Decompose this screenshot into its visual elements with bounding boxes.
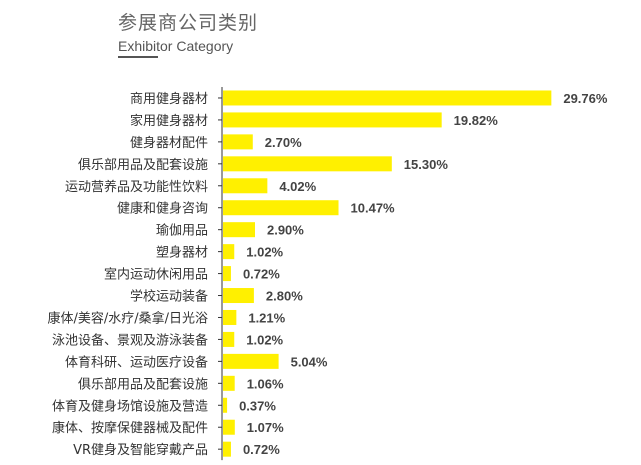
value-label: 1.02% — [246, 245, 283, 260]
category-label: 体育科研、运动医疗设备 — [65, 354, 208, 370]
category-label: 运动营养品及功能性饮料 — [65, 179, 208, 195]
chart-title: 参展商公司类别 — [118, 12, 259, 34]
category-label: 泳池设备、景观及游泳装备 — [52, 332, 208, 348]
bar — [223, 244, 235, 260]
bar — [223, 375, 235, 391]
value-label: 1.02% — [246, 332, 283, 347]
title-underline — [118, 56, 158, 58]
bar — [223, 397, 228, 413]
bar — [223, 200, 339, 216]
category-label: 康体、按摩保健器械及配件 — [52, 420, 208, 436]
value-label: 2.90% — [267, 223, 304, 238]
value-label: 19.82% — [454, 113, 499, 128]
chart-title-block: 参展商公司类别 Exhibitor Category — [118, 8, 258, 58]
value-label: 1.07% — [247, 420, 284, 435]
bar — [223, 90, 552, 106]
bar — [223, 441, 231, 457]
category-label: 体育及健身场馆设施及营造 — [52, 398, 208, 414]
value-label: 2.80% — [266, 289, 303, 304]
category-label: 俱乐部用品及配套设施 — [78, 376, 208, 392]
bar — [223, 309, 237, 325]
value-label: 0.72% — [243, 442, 280, 457]
category-label: 商用健身器材 — [130, 91, 208, 107]
category-label: 学校运动装备 — [130, 289, 208, 305]
bar — [223, 222, 255, 238]
bar — [223, 331, 235, 347]
bar — [223, 266, 231, 282]
category-label: 康体/美容/水疗/桑拿/日光浴 — [47, 310, 208, 326]
category-label: 家用健身器材 — [130, 113, 208, 129]
bar — [223, 419, 235, 435]
category-label: 俱乐部用品及配套设施 — [78, 157, 208, 173]
value-label: 5.04% — [291, 354, 328, 369]
category-label: 健康和健身咨询 — [117, 201, 208, 217]
category-label: VR健身及智能穿戴产品 — [73, 442, 208, 458]
bar — [223, 112, 442, 128]
value-label: 1.21% — [248, 310, 285, 325]
value-label: 4.02% — [279, 179, 316, 194]
value-label: 10.47% — [351, 201, 396, 216]
chart-subtitle: Exhibitor Category — [118, 38, 234, 54]
value-label: 29.76% — [563, 91, 608, 106]
bar — [223, 353, 279, 369]
bar — [223, 288, 254, 304]
bar — [223, 134, 253, 150]
value-label: 2.70% — [265, 135, 302, 150]
value-label: 15.30% — [404, 157, 449, 172]
category-label: 室内运动休闲用品 — [104, 267, 208, 283]
category-label: 瑜伽用品 — [156, 224, 208, 239]
value-label: 0.37% — [239, 398, 276, 413]
bar — [223, 178, 268, 194]
bar — [223, 156, 392, 172]
category-label: 塑身器材 — [156, 245, 208, 261]
category-label: 健身器材配件 — [130, 135, 208, 151]
value-label: 0.72% — [243, 267, 280, 282]
value-label: 1.06% — [247, 376, 284, 391]
